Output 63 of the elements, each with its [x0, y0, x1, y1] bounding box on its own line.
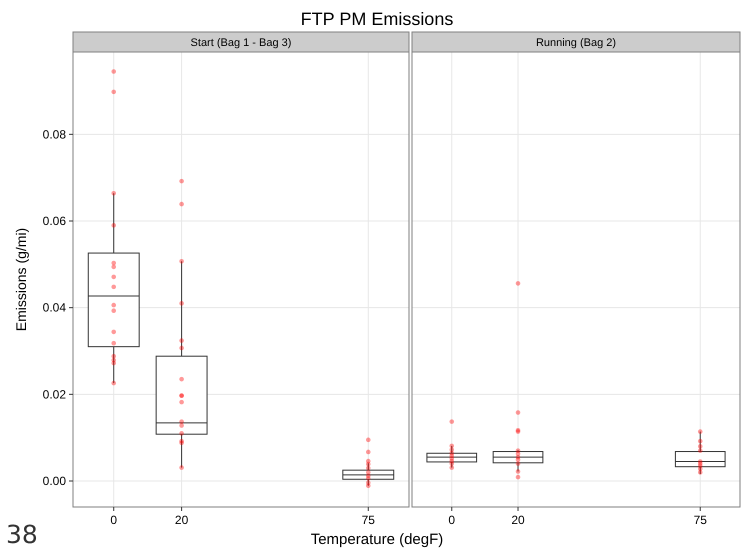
y-axis-title: Emissions (g/mi)	[13, 228, 29, 332]
point	[111, 190, 116, 196]
point	[179, 346, 184, 350]
x-tick-label: 20	[511, 513, 526, 527]
point	[179, 465, 184, 470]
point	[179, 259, 184, 264]
point	[111, 274, 116, 280]
point	[179, 301, 184, 306]
point	[366, 462, 371, 466]
chart-title: FTP PM Emissions	[300, 9, 454, 29]
x-tick-label: 0	[110, 513, 118, 527]
point	[111, 284, 116, 290]
point	[449, 444, 454, 448]
point	[366, 466, 371, 470]
point	[111, 380, 116, 386]
point	[449, 461, 454, 466]
x-tick-label: 20	[174, 513, 189, 527]
y-tick-label: 0.08	[42, 127, 66, 142]
point	[111, 360, 116, 366]
x-tick-label: 0	[448, 513, 456, 527]
point	[179, 400, 184, 404]
point	[698, 444, 703, 449]
point	[179, 202, 184, 206]
point	[516, 281, 520, 286]
point	[516, 469, 520, 474]
x-axis-title: Temperature (degF)	[310, 531, 444, 548]
chart-subtitle: Running (Bag 2)	[536, 37, 616, 49]
point	[516, 474, 520, 480]
point	[111, 90, 116, 94]
point	[179, 338, 184, 343]
x-tick-label: 75	[362, 513, 376, 527]
point	[179, 431, 184, 436]
text: 38	[6, 520, 38, 549]
point	[698, 448, 703, 453]
point	[179, 419, 184, 424]
chart-subtitle: Start (Bag 1 - Bag 3)	[190, 37, 292, 49]
point	[698, 438, 703, 444]
point	[366, 483, 371, 488]
point	[698, 470, 703, 475]
point	[449, 465, 454, 470]
point	[366, 450, 371, 454]
point	[449, 419, 454, 424]
point	[111, 69, 116, 74]
y-tick-label: 0.02	[42, 387, 66, 402]
point	[111, 308, 116, 313]
point	[366, 438, 371, 442]
point	[516, 410, 520, 415]
point	[111, 354, 116, 358]
point	[366, 476, 371, 481]
y-tick-label: 0.04	[42, 300, 66, 315]
point	[111, 223, 116, 228]
x-tick-label: 75	[694, 513, 708, 527]
y-tick-label: 0.06	[42, 214, 66, 228]
point	[698, 429, 703, 434]
y-tick-label: 0.00	[42, 474, 66, 488]
point	[179, 178, 184, 184]
point	[111, 340, 116, 346]
point	[111, 330, 116, 334]
point	[179, 376, 184, 382]
point	[179, 423, 184, 428]
point	[111, 302, 116, 308]
point	[516, 461, 520, 466]
point	[111, 264, 116, 270]
